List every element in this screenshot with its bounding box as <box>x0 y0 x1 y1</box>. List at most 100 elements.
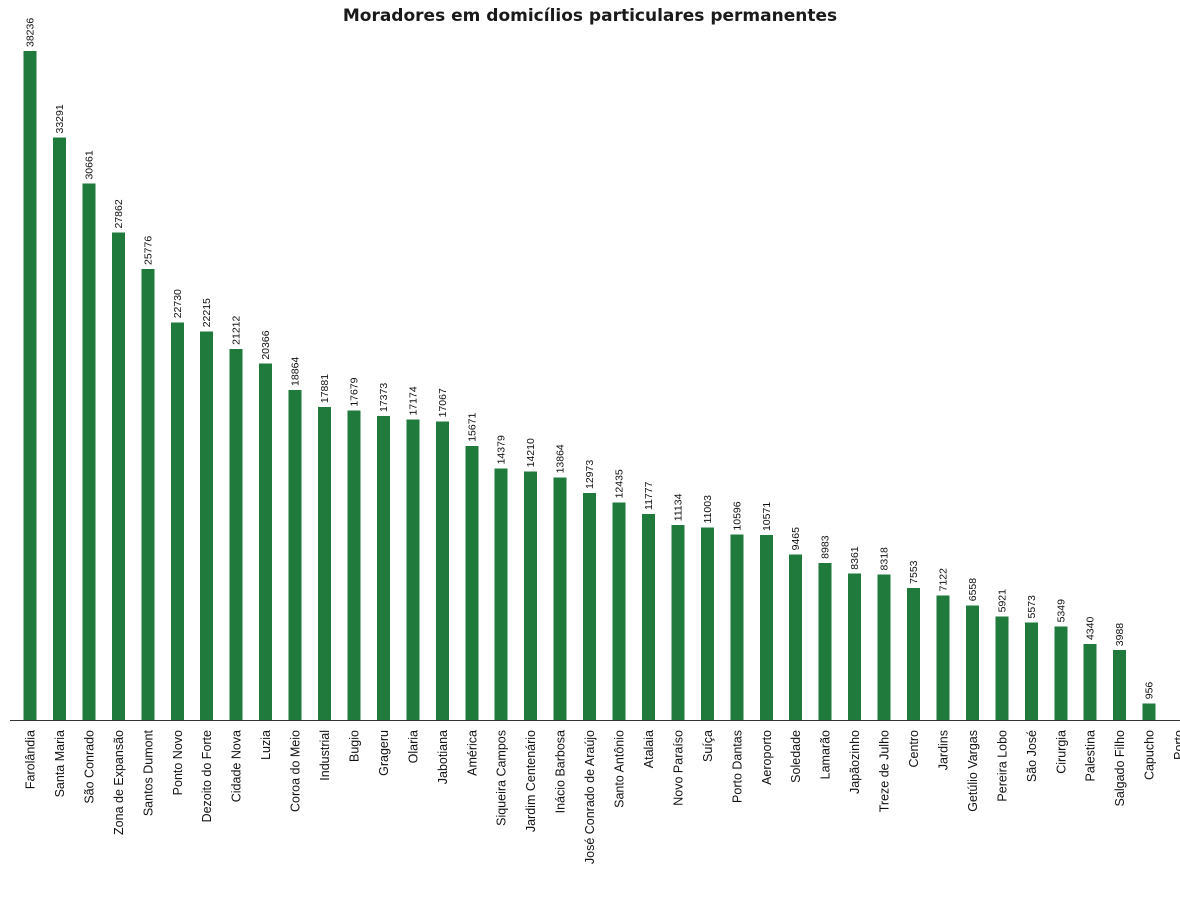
bar-13 <box>376 416 390 720</box>
category-label-31: Centro <box>907 730 921 768</box>
value-label-3: 30661 <box>83 150 95 179</box>
value-label-7: 22215 <box>201 298 213 327</box>
category-label-11: Industrial <box>318 730 332 781</box>
category-label-7: Dezoito do Forte <box>200 730 214 822</box>
category-label-16: América <box>465 730 479 776</box>
bar-38 <box>1113 650 1127 720</box>
category-label-22: Atalaia <box>642 730 656 768</box>
value-label-35: 5573 <box>1026 595 1038 619</box>
value-label-9: 20366 <box>260 330 272 359</box>
bar-7 <box>200 331 214 720</box>
value-label-33: 6558 <box>967 578 979 602</box>
value-label-13: 17373 <box>378 383 390 412</box>
bar-28 <box>818 562 832 720</box>
category-label-29: Japãozinho <box>848 730 862 794</box>
bar-27 <box>789 554 803 720</box>
value-label-20: 12973 <box>584 460 596 489</box>
value-label-30: 8318 <box>879 547 891 571</box>
bar-5 <box>141 269 155 720</box>
value-label-2: 33291 <box>54 104 66 133</box>
value-label-14: 17174 <box>407 386 419 415</box>
bar-10 <box>288 389 302 720</box>
bar-37 <box>1083 644 1097 720</box>
bar-14 <box>406 419 420 720</box>
value-label-5: 25776 <box>142 236 154 265</box>
category-labels-group: Farolândia Santa Maria São Conrado Zona de … <box>24 729 1180 864</box>
value-label-6: 22730 <box>172 289 184 318</box>
category-label-33: Getúlio Vargas <box>966 730 980 812</box>
category-label-27: Soledade <box>789 730 803 783</box>
value-labels-group: 38236 33291 30661 27862 25776 22730 22215 21212… <box>25 18 1156 700</box>
bar-11 <box>318 407 331 720</box>
bar-12 <box>347 410 361 720</box>
category-label-34: Pereira Lobo <box>995 730 1009 802</box>
category-label-18: Jardim Centenário <box>524 730 538 832</box>
bar-9 <box>259 363 273 720</box>
category-label-4: Zona de Expansão <box>112 730 126 835</box>
bar-29 <box>848 573 862 720</box>
value-label-15: 17067 <box>437 388 449 417</box>
bar-24 <box>700 527 714 720</box>
value-label-38: 3988 <box>1114 623 1126 647</box>
category-label-2: Santa Maria <box>53 730 67 797</box>
category-label-17: Siqueira Campos <box>495 730 509 826</box>
bar-32 <box>936 595 950 720</box>
category-label-6: Ponto Novo <box>171 730 185 795</box>
bar-17 <box>494 468 508 720</box>
category-label-12: Bugio <box>347 730 361 762</box>
value-label-39: 956 <box>1144 682 1156 700</box>
bar-4 <box>111 232 125 720</box>
category-label-39: Capucho <box>1143 730 1157 780</box>
value-label-12: 17679 <box>348 377 360 406</box>
value-label-31: 7553 <box>908 560 920 584</box>
value-label-18: 14210 <box>525 438 537 467</box>
value-label-21: 12435 <box>614 469 626 498</box>
category-label-3: São Conrado <box>82 730 96 804</box>
bars-group <box>23 51 1156 721</box>
category-label-30: Treze de Julho <box>878 730 892 812</box>
bar-1 <box>23 51 37 720</box>
bar-34 <box>995 616 1009 720</box>
value-label-27: 9465 <box>790 527 802 551</box>
bar-22 <box>641 513 655 720</box>
value-label-23: 11134 <box>672 493 684 521</box>
bar-8 <box>229 348 243 720</box>
bar-20 <box>583 493 597 720</box>
bar-35 <box>1024 622 1038 720</box>
category-label-37: Palestina <box>1084 730 1098 781</box>
category-label-25: Porto Dantas <box>730 730 744 803</box>
category-label-35: São José <box>1025 730 1039 782</box>
category-label-9: Luzia <box>259 730 273 760</box>
category-label-1: Farolândia <box>24 730 38 789</box>
value-label-25: 10596 <box>731 501 743 530</box>
category-label-5: Santos Dumont <box>141 729 155 816</box>
bar-39 <box>1142 703 1156 720</box>
value-label-36: 5349 <box>1055 599 1067 623</box>
bar-31 <box>907 587 920 720</box>
bar-19 <box>553 477 567 720</box>
bar-15 <box>435 421 449 720</box>
bar-21 <box>612 502 626 720</box>
category-label-36: Cirurgia <box>1054 730 1068 774</box>
bar-30 <box>877 574 891 720</box>
category-label-23: Novo Paraíso <box>671 730 685 806</box>
bar-23 <box>671 525 685 720</box>
value-label-19: 13864 <box>555 444 567 473</box>
category-label-10: Coroa do Meio <box>289 730 303 812</box>
bar-2 <box>52 137 66 720</box>
category-label-14: Olaria <box>406 730 420 763</box>
value-label-26: 10571 <box>761 502 773 531</box>
bar-16 <box>465 445 479 720</box>
value-label-28: 8983 <box>820 535 832 559</box>
value-label-34: 5921 <box>996 589 1008 613</box>
value-label-10: 18864 <box>290 357 302 386</box>
bar-18 <box>524 471 538 720</box>
category-label-8: Cidade Nova <box>230 730 244 802</box>
value-label-17: 14379 <box>496 435 508 464</box>
value-label-4: 27862 <box>113 199 125 228</box>
category-label-26: Aeroporto <box>760 730 774 785</box>
category-label-38: Salgado Filho <box>1113 730 1127 806</box>
value-label-22: 11777 <box>643 481 655 510</box>
chart-title: Moradores em domicílios particulares per… <box>342 6 838 26</box>
